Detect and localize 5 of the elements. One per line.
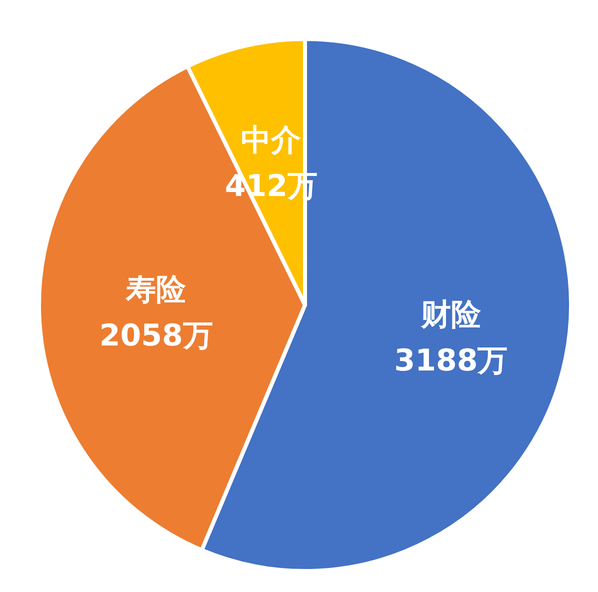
slice-label: 寿险 [125, 272, 188, 308]
data-label: 2058万 [99, 318, 213, 354]
slice-label: 中介 [241, 122, 302, 158]
data-label: 3188万 [394, 343, 508, 378]
slice-label: 财险 [420, 297, 482, 332]
